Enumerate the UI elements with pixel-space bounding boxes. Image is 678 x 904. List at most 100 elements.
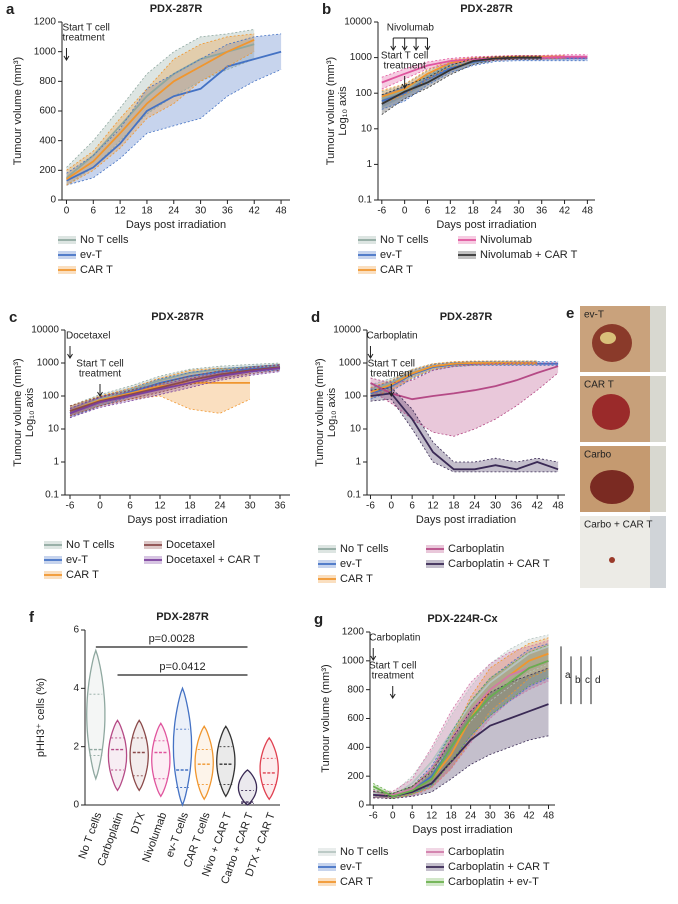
- significance-label: c: [585, 675, 590, 686]
- band-edge: [66, 69, 282, 186]
- x-tick-label: 24: [469, 501, 481, 512]
- band-edge: [370, 364, 559, 400]
- panel-letter: a: [6, 1, 15, 18]
- y-axis-label: Tumour volume (mm³): [12, 358, 24, 466]
- tumour: [590, 470, 634, 504]
- band-edge: [69, 364, 281, 409]
- x-tick-label: -6: [66, 501, 75, 512]
- legend-label: ev-T: [66, 554, 88, 566]
- x-tick-label: 30: [244, 501, 256, 512]
- annotation: Carboplatin: [369, 633, 420, 644]
- violin: [151, 722, 171, 798]
- x-tick-label: 18: [184, 501, 196, 512]
- x-tick-label: 36: [504, 811, 516, 822]
- y-axis-label: Tumour volume (mm³): [12, 57, 24, 165]
- annotation: treatment: [370, 369, 412, 380]
- legend-label: Carboplatin: [448, 846, 504, 858]
- annotation-arrow: [401, 76, 408, 89]
- x-tick-label: 36: [274, 501, 286, 512]
- y-tick-label: 1000: [342, 655, 365, 666]
- x-tick-label: 6: [91, 206, 97, 217]
- annotation: Nivolumab: [387, 23, 435, 34]
- photo-panel: e ev-T CAR T Carbo Carbo + CAR T: [566, 305, 666, 588]
- x-tick-label: 48: [552, 501, 564, 512]
- x-tick-label: 24: [168, 206, 180, 217]
- band-edge: [373, 644, 549, 794]
- x-tick-label: 36: [511, 501, 523, 512]
- ruler: [650, 376, 666, 442]
- x-tick-label: 30: [195, 206, 207, 217]
- legend-label: CAR T: [66, 569, 99, 581]
- chart-title: PDX-287R: [151, 311, 204, 323]
- y-tick-label: 800: [39, 76, 56, 87]
- x-tick-label: 30: [485, 811, 497, 822]
- chart-title: PDX-287R: [440, 311, 493, 323]
- x-tick-label: 42: [523, 811, 535, 822]
- x-tick-label: 18: [468, 206, 480, 217]
- band-edge: [381, 60, 588, 110]
- band-edge: [66, 33, 255, 171]
- annotation: treatment: [372, 671, 414, 682]
- x-tick-label: 42: [532, 501, 544, 512]
- y-tick-label: 1200: [34, 17, 57, 28]
- y-tick-label: 10: [361, 123, 373, 134]
- legend-label: Carboplatin + CAR T: [448, 861, 550, 873]
- x-axis-label: Days post irradiation: [412, 824, 512, 836]
- x-tick-label: 42: [559, 206, 571, 217]
- legend-label: Docetaxel: [166, 539, 215, 551]
- annotation-arrow: [389, 686, 396, 699]
- y-tick-label: 0.1: [45, 490, 59, 501]
- legend-label: CAR T: [80, 264, 113, 276]
- band-edge: [381, 58, 542, 115]
- y-tick-label: 1: [355, 457, 361, 468]
- panel-letter: c: [9, 309, 17, 326]
- x-tick-label: 18: [448, 501, 460, 512]
- error-band: [70, 365, 280, 418]
- x-tick-label: 6: [127, 501, 133, 512]
- y-axis-label: Tumour volume (mm³): [314, 358, 326, 466]
- band-edge: [370, 361, 559, 389]
- series-line: [381, 56, 542, 105]
- x-tick-label: 6: [425, 206, 431, 217]
- comparison-label: p=0.0028: [149, 633, 195, 645]
- series-line: [66, 50, 282, 182]
- y-tick-label: 0.1: [347, 490, 361, 501]
- error-band: [381, 54, 588, 90]
- legend-label: Carboplatin + ev-T: [448, 876, 539, 888]
- x-tick-label: 48: [582, 206, 594, 217]
- series-line: [370, 365, 559, 401]
- x-tick-label: 48: [275, 206, 287, 217]
- chart-title: PDX-287R: [460, 3, 513, 15]
- band-edge: [370, 360, 538, 388]
- y-tick-label: 600: [39, 106, 56, 117]
- x-tick-label: 12: [154, 501, 166, 512]
- x-tick-label: DTX: [129, 810, 148, 835]
- band-edge: [370, 387, 559, 463]
- legend-label: Docetaxel + CAR T: [166, 554, 261, 566]
- band-edge: [370, 398, 559, 473]
- significance-label: d: [595, 675, 601, 686]
- band-edge: [373, 667, 549, 794]
- violin: [194, 725, 214, 801]
- photo: ev-T: [580, 306, 666, 372]
- x-tick-label: 24: [214, 501, 226, 512]
- annotation-arrow: [67, 346, 73, 359]
- photo-label: Carbo: [584, 450, 612, 461]
- y-tick-label: 10000: [333, 325, 361, 336]
- legend-label: No T cells: [80, 234, 129, 246]
- photo: CAR T: [580, 376, 666, 442]
- y-tick-label: 100: [355, 88, 372, 99]
- annotation: Start T cell: [381, 51, 428, 62]
- y-tick-label: 800: [347, 684, 364, 695]
- y-tick-label: 1000: [339, 358, 362, 369]
- y-tick-label: 1000: [34, 46, 57, 57]
- series-line: [69, 364, 281, 412]
- violin: [259, 736, 279, 801]
- annotation: Start T cell: [62, 23, 109, 34]
- band-edge: [69, 371, 281, 419]
- legend-label: No T cells: [380, 234, 429, 246]
- legend-label: CAR T: [340, 876, 373, 888]
- panel-letter: d: [311, 309, 320, 326]
- y-tick-label: 6: [73, 625, 79, 636]
- violin: [129, 719, 149, 792]
